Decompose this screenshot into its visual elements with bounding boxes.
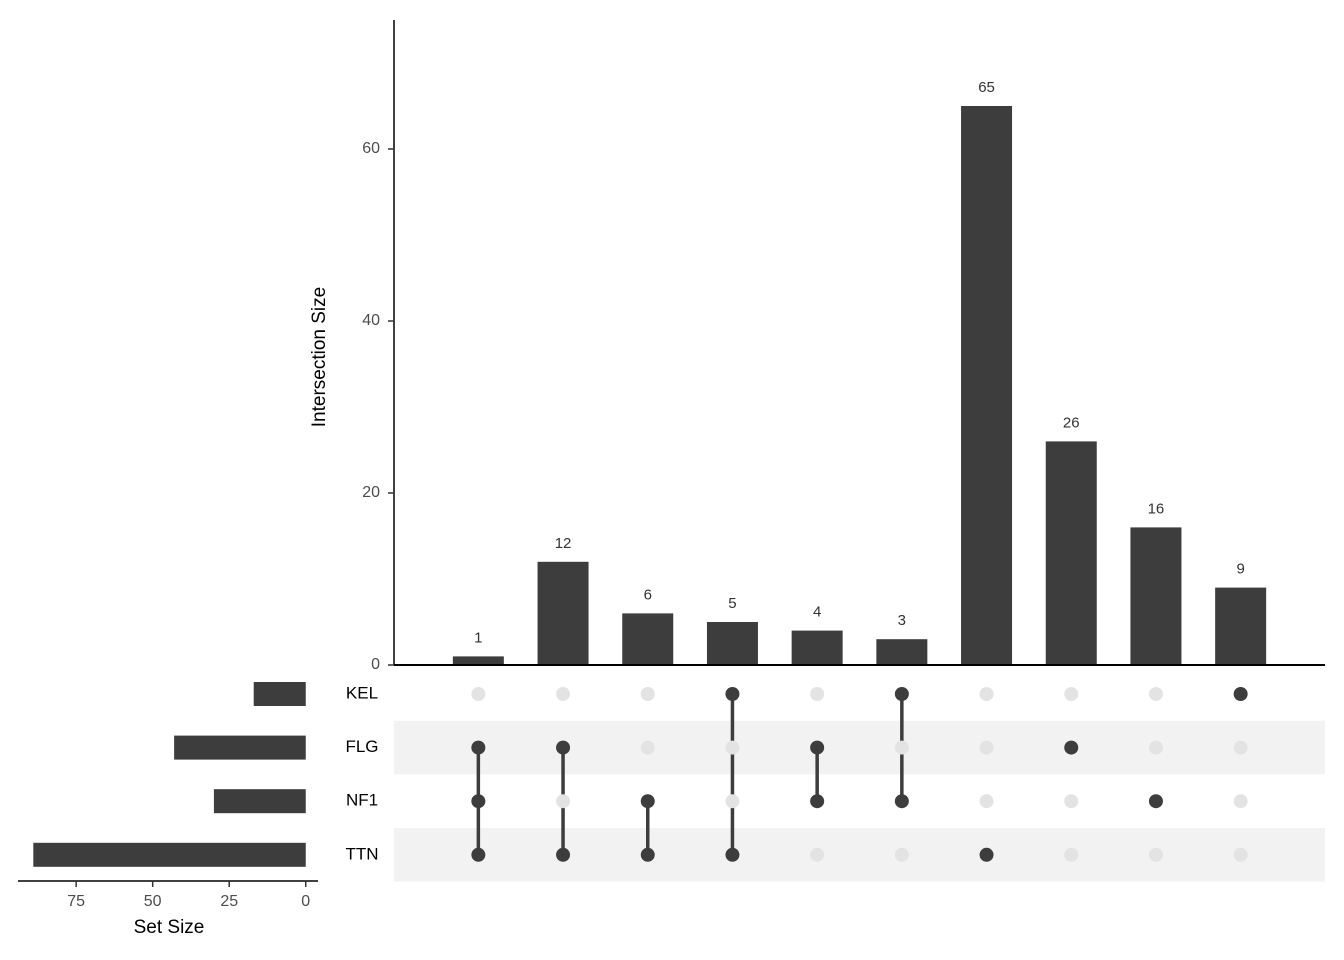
matrix-dot [725,794,740,809]
value-label: 5 [728,595,736,612]
matrix-dot [894,687,909,701]
matrix-dot [471,740,486,755]
y-tick-label: 40 [362,312,380,329]
matrix-dot [894,740,909,755]
bar [452,656,504,665]
set-label: KEL [346,683,378,702]
y-tick-label: 20 [362,484,380,501]
matrix-dot [471,687,486,701]
matrix-dot [725,687,740,701]
bar [537,561,589,665]
x-tick-label: 25 [220,893,238,910]
matrix-dot [725,740,740,755]
x-tick-label: 0 [301,893,310,910]
matrix-dot [471,847,486,862]
matrix-dot [810,687,825,701]
matrix-dot [556,740,571,755]
matrix-dot [979,847,994,862]
matrix-dot [640,794,655,809]
matrix-dot [1148,847,1163,862]
matrix-dot [556,847,571,862]
matrix-dot [979,687,994,701]
matrix-dot [1233,687,1248,701]
set-label: FLG [345,737,378,756]
matrix-dot [1064,687,1079,701]
matrix-dot [810,794,825,809]
y-axis-label: Intersection Size [309,287,330,427]
set-size-bar [213,789,306,814]
matrix-dot [1233,847,1248,862]
value-label: 12 [555,535,572,552]
value-label: 1 [474,629,482,646]
x-tick-label: 50 [144,893,162,910]
matrix-dot [979,794,994,809]
matrix-dot [725,847,740,862]
y-tick-label: 60 [362,140,380,157]
value-label: 16 [1148,500,1165,517]
value-label: 6 [644,586,652,603]
matrix-dot [894,847,909,862]
matrix-dot [640,687,655,701]
bar [791,630,843,665]
matrix-dot [810,847,825,862]
x-tick-label: 75 [67,893,85,910]
matrix-dot [1064,847,1079,862]
set-label: TTN [345,844,378,863]
value-label: 65 [978,79,995,96]
value-label: 9 [1236,561,1244,578]
matrix-stripe [394,720,1325,775]
bar [1045,441,1097,665]
set-size-bar [253,682,306,706]
y-tick-label: 0 [371,656,380,673]
matrix-dot [810,740,825,755]
set-label: NF1 [346,791,378,810]
matrix-dot [1233,740,1248,755]
matrix-stripe [394,828,1325,882]
bar [622,613,674,665]
matrix-dot [556,687,571,701]
matrix-dot [471,794,486,809]
value-label: 4 [813,604,821,621]
value-label: 26 [1063,414,1080,431]
matrix-dot [640,847,655,862]
matrix-dot [1148,687,1163,701]
value-label: 3 [898,612,906,629]
bar [1215,587,1267,665]
matrix-dot [979,740,994,755]
matrix-dot [640,740,655,755]
bar [1130,527,1182,665]
matrix-dot [1148,794,1163,809]
matrix-dot [1148,740,1163,755]
bar [961,106,1013,665]
matrix-dot [1064,740,1079,755]
set-size-bar [174,735,306,760]
matrix-dot [1233,794,1248,809]
bar [876,639,928,665]
matrix-dot [1064,794,1079,809]
bar [706,622,758,665]
matrix-dot [894,794,909,809]
set-size-bar [33,842,306,867]
x-axis-label: Set Size [134,917,205,938]
matrix-dot [556,794,571,809]
